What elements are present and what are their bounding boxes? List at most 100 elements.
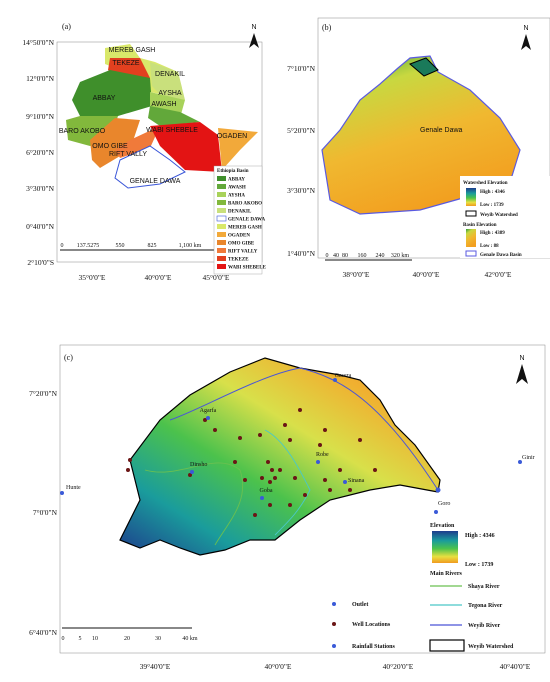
- well-location: [293, 476, 297, 480]
- basin: [150, 62, 185, 100]
- legend-label: TEKEZE: [228, 258, 249, 263]
- scale-label: 240: [376, 253, 385, 259]
- basin-label: RIFT VALLY: [109, 151, 147, 158]
- well-location: [288, 503, 292, 507]
- longitude-label: 42°0'0"E: [485, 270, 512, 279]
- legend-label: BARO AKOBO: [228, 202, 262, 207]
- basin-label: AWASH: [151, 101, 176, 108]
- scale-label: 10: [92, 636, 98, 642]
- north-arrow-label: N: [251, 24, 256, 31]
- scale-label: 1,100 km: [179, 243, 202, 249]
- legend-label: Well Locations: [352, 622, 391, 628]
- basin-label: OMO GIBE: [92, 143, 128, 150]
- well-location: [233, 460, 237, 464]
- latitude-label: 14°50'0"N: [22, 38, 54, 47]
- scale-label: 40: [333, 253, 339, 259]
- legend-label: GENALE DAWA: [228, 218, 265, 223]
- watershed-area: [119, 357, 441, 556]
- well-location: [323, 428, 327, 432]
- legend-swatch: [217, 256, 226, 261]
- legend-label: WABI SHEBELE: [228, 266, 267, 271]
- latitude-label: 2°10'0"S: [27, 258, 54, 267]
- well-location: [258, 433, 262, 437]
- scale-label: 160: [358, 253, 367, 259]
- legend-ramp: [466, 229, 476, 247]
- well-location: [270, 468, 274, 472]
- legend-swatch: [217, 224, 226, 229]
- longitude-label: 40°0'0"E: [145, 273, 172, 282]
- basin-name: Genale Dawa: [420, 127, 463, 134]
- well-location: [348, 488, 352, 492]
- weyib-river: [169, 367, 439, 491]
- legend-swatch: [217, 248, 226, 253]
- rainfall-station: [206, 416, 210, 420]
- scale-label: 550: [116, 243, 125, 249]
- legend-label: OGADEN: [228, 234, 250, 239]
- legend-swatch: [217, 200, 226, 205]
- basin: [218, 128, 258, 170]
- shaya-river: [144, 462, 244, 546]
- rainfall-station: [60, 491, 64, 495]
- longitude-label: 39°40'0"E: [140, 662, 171, 671]
- map-frame: [56, 41, 263, 263]
- latitude-label: 5°20'0"N: [287, 126, 315, 135]
- scale-label: 30: [155, 636, 161, 642]
- basin: [72, 70, 152, 116]
- rainfall-station: [518, 460, 522, 464]
- station-label: Sinana: [348, 478, 365, 484]
- panel-b: (b) N Genale Dawa Watershed Elevation Hig…: [317, 17, 550, 261]
- station-label: Agarfa: [200, 407, 217, 414]
- north-arrow-label: N: [519, 355, 524, 362]
- basin-outline: [114, 145, 186, 189]
- legend-marker: [332, 622, 336, 626]
- well-location: [243, 478, 247, 482]
- legend-ramp: [466, 188, 476, 206]
- scale-label: 80: [342, 253, 348, 259]
- legend-marker: [332, 644, 336, 648]
- rainfall-station: [333, 378, 337, 382]
- panel-label: (b): [322, 23, 332, 32]
- scale-label: 0: [326, 253, 329, 259]
- legend-swatch: [217, 176, 226, 181]
- well-location: [238, 436, 242, 440]
- station-label: Robe: [316, 452, 329, 458]
- legend-title: Watershed Elevation: [463, 181, 508, 186]
- latitude-label: 7°20'0"N: [29, 389, 57, 398]
- legend-swatch: [217, 208, 226, 213]
- legend-label: Weyib Watershed: [468, 644, 514, 650]
- longitude-label: 40°20'0"E: [383, 662, 414, 671]
- well-location: [203, 418, 207, 422]
- panel-a: (a) N 0 137.5275 550 825 1,100 km Ethiopia B…: [56, 22, 267, 275]
- rainfall-station: [434, 510, 438, 514]
- well-location: [328, 488, 332, 492]
- legend-title: Ethiopia Basin: [217, 169, 249, 174]
- station-label: Goro: [438, 501, 450, 507]
- legend-swatch: [465, 210, 477, 217]
- legend-label: DENAKIL: [228, 210, 252, 215]
- legend-label: Weyib River: [468, 623, 500, 629]
- legend-label: High : 4389: [480, 231, 505, 236]
- legend-label: Outlet: [352, 602, 368, 608]
- legend-label: Low : 1739: [465, 562, 493, 568]
- latitude-label: 9°10'0"N: [26, 112, 54, 121]
- basin-label: TEKEZE: [112, 60, 140, 67]
- rainfall-station: [316, 460, 320, 464]
- longitude-label: 40°0'0"E: [413, 270, 440, 279]
- well-location: [128, 458, 132, 462]
- rainfall-station: [260, 496, 264, 500]
- scale-label: 137.5275: [77, 243, 100, 249]
- basin-label: DENAKIL: [155, 71, 185, 78]
- well-location: [188, 473, 192, 477]
- legend-label: Rainfall Stations: [352, 644, 396, 650]
- legend-label: High : 4346: [465, 533, 495, 539]
- outlet: [435, 487, 441, 493]
- latitude-label: 0°40'0"N: [26, 222, 54, 231]
- basin-label: OGADEN: [217, 133, 247, 140]
- legend-swatch: [465, 250, 477, 257]
- well-location: [318, 443, 322, 447]
- station-label: Hunte: [66, 485, 81, 491]
- well-location: [253, 513, 257, 517]
- tegona-river: [264, 429, 311, 536]
- legend-label: Low : 88: [480, 244, 499, 249]
- latitude-label: 6°20'0"N: [26, 148, 54, 157]
